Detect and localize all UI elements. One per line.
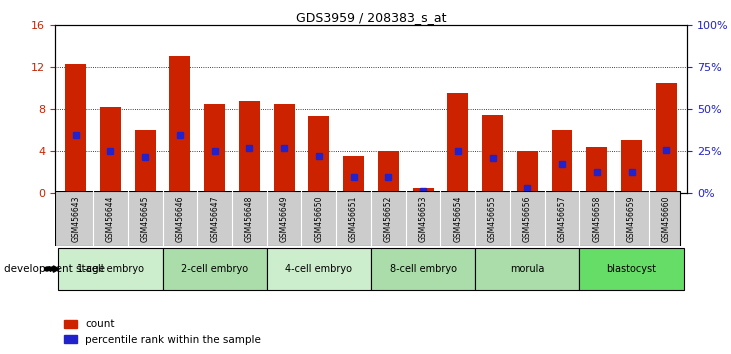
Bar — [371, 249, 475, 290]
Text: 4-cell embryo: 4-cell embryo — [285, 264, 352, 274]
Text: GSM456656: GSM456656 — [523, 195, 532, 242]
Text: GSM456653: GSM456653 — [419, 195, 428, 242]
Text: blastocyst: blastocyst — [607, 264, 656, 274]
Text: GSM456652: GSM456652 — [384, 195, 393, 242]
Text: GSM456648: GSM456648 — [245, 195, 254, 242]
Bar — [586, 147, 607, 193]
Text: GSM456651: GSM456651 — [349, 195, 358, 242]
Bar — [580, 249, 683, 290]
Bar — [267, 249, 371, 290]
Text: GSM456659: GSM456659 — [627, 195, 636, 242]
Bar — [343, 156, 364, 193]
Bar — [204, 104, 225, 193]
Text: 2-cell embryo: 2-cell embryo — [181, 264, 249, 274]
Text: GSM456643: GSM456643 — [71, 195, 80, 242]
Bar — [58, 249, 162, 290]
Text: GSM456660: GSM456660 — [662, 195, 671, 242]
Bar — [239, 102, 260, 193]
Bar — [552, 130, 572, 193]
Bar — [517, 151, 538, 193]
Text: morula: morula — [510, 264, 545, 274]
Bar — [135, 130, 156, 193]
Legend: count, percentile rank within the sample: count, percentile rank within the sample — [60, 315, 265, 349]
Bar — [378, 151, 399, 193]
Bar — [447, 93, 469, 193]
Bar — [482, 115, 503, 193]
Bar — [170, 56, 190, 193]
Text: GSM456654: GSM456654 — [453, 195, 462, 242]
Bar — [475, 249, 580, 290]
Text: GSM456647: GSM456647 — [210, 195, 219, 242]
Text: 8-cell embryo: 8-cell embryo — [390, 264, 457, 274]
Bar — [65, 64, 86, 193]
Text: 1-cell embryo: 1-cell embryo — [77, 264, 144, 274]
Title: GDS3959 / 208383_s_at: GDS3959 / 208383_s_at — [296, 11, 446, 24]
Text: GSM456655: GSM456655 — [488, 195, 497, 242]
Bar — [621, 141, 642, 193]
Bar — [656, 82, 677, 193]
Text: GSM456649: GSM456649 — [280, 195, 289, 242]
Bar — [413, 188, 433, 193]
Bar — [273, 104, 295, 193]
Bar — [100, 107, 121, 193]
Text: GSM456646: GSM456646 — [175, 195, 184, 242]
Text: development stage: development stage — [4, 264, 105, 274]
Text: GSM456644: GSM456644 — [106, 195, 115, 242]
Text: GSM456645: GSM456645 — [140, 195, 150, 242]
Text: GSM456658: GSM456658 — [592, 195, 602, 242]
Text: GSM456650: GSM456650 — [314, 195, 323, 242]
Bar — [308, 116, 329, 193]
Text: GSM456657: GSM456657 — [558, 195, 567, 242]
Bar — [162, 249, 267, 290]
